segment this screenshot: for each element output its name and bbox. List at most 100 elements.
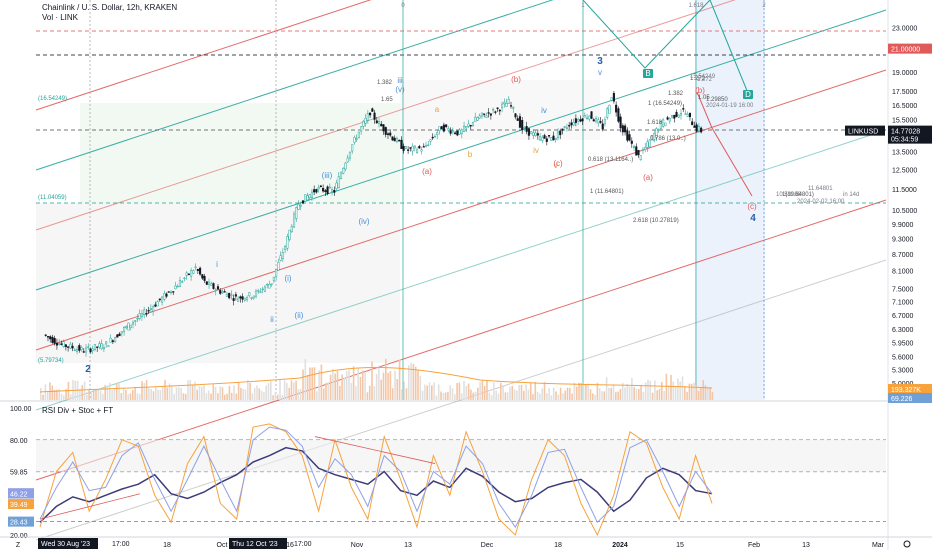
volume-bar [95, 389, 97, 400]
wave-label-23: B [645, 69, 650, 78]
candle-body [324, 190, 327, 192]
volume-bar [493, 382, 495, 400]
volume-bar [207, 390, 210, 400]
candle-body [697, 126, 700, 132]
channel-line [35, 0, 554, 171]
volume-bar [477, 387, 479, 400]
top-marker-2: 1.618 [688, 3, 704, 9]
volume-bar [136, 393, 139, 400]
candle-body [386, 133, 390, 135]
candle-body [447, 128, 450, 131]
volume-bar [92, 391, 95, 400]
volume-bar [345, 371, 348, 400]
volume-bar [587, 383, 589, 400]
candle-body [480, 112, 483, 117]
volume-bar [104, 385, 106, 400]
candle-body [84, 347, 88, 353]
settings-icon-ring [903, 540, 911, 548]
candle-body [78, 345, 81, 351]
bg-zone-blue [695, 0, 765, 400]
volume-bar [99, 390, 102, 400]
candle-body [277, 261, 280, 271]
candle-body [295, 207, 298, 219]
time-tick-3: Oct [217, 542, 228, 549]
volume-bar [88, 389, 90, 400]
volume-bar [424, 384, 426, 400]
volume-bar [224, 394, 226, 400]
candle-body [178, 280, 182, 288]
candle-body [297, 203, 300, 210]
candle-body [331, 189, 334, 192]
volume-bar [253, 387, 256, 400]
volume-bar [516, 390, 518, 400]
volume-bar [125, 389, 127, 400]
countdown: 05:34:59 [891, 137, 918, 144]
candle-body [606, 108, 609, 118]
price-tick-16: 7.1000 [892, 299, 914, 306]
candle-body [440, 126, 443, 130]
candle-body [100, 343, 103, 350]
volume-bar [539, 393, 541, 400]
volume-bar [559, 387, 562, 400]
crosshair-date-1-bg [38, 538, 98, 549]
candle-body [541, 137, 544, 141]
channel-line [35, 69, 887, 351]
volume-bar [362, 370, 364, 400]
time-tick-8: 18 [554, 542, 562, 549]
settings-icon[interactable] [903, 540, 911, 548]
volume-bar [171, 386, 173, 400]
fib-label-0: (5.79734) [38, 358, 64, 364]
crosshair-time-2: 17:00 [294, 541, 312, 548]
volume-bar [679, 381, 681, 400]
candle-body [91, 348, 94, 351]
candle-body [550, 137, 553, 141]
volume-bar [412, 363, 415, 400]
candle-body [662, 119, 665, 127]
fib-label-13: 1.05 [698, 95, 710, 101]
price-tick-5: 15.5000 [892, 117, 917, 124]
candle-body [304, 194, 307, 202]
candle-body [270, 283, 273, 285]
bg-zone-gray [36, 203, 400, 363]
volume-bar [529, 382, 532, 400]
candle-body [257, 290, 260, 292]
volume-bar [440, 391, 442, 400]
osc-tag-3-bg [8, 499, 34, 510]
volume-bar [656, 390, 658, 400]
candle-body [58, 343, 61, 345]
candle-body [393, 137, 396, 142]
volume-bar [651, 392, 654, 400]
candle-body [315, 189, 318, 193]
volume-bar [624, 387, 626, 400]
candle-body [545, 138, 548, 142]
candle-body [666, 117, 669, 120]
volume-bar [352, 366, 355, 400]
candle-body [590, 111, 593, 119]
volume-bar [608, 387, 610, 400]
candle-body [328, 186, 331, 189]
volume-bar [159, 390, 162, 400]
candle-body [248, 292, 251, 297]
candle-body [223, 291, 226, 293]
candle-body [158, 298, 161, 301]
volume-bar [658, 388, 661, 400]
candle-body [120, 331, 123, 334]
crosshair-date-2: Thu 12 Oct '23 [232, 541, 278, 548]
crosshair-time-1: 17:00 [112, 541, 130, 548]
candle-body [313, 189, 316, 193]
candle-body [351, 144, 354, 152]
candle-body [116, 334, 119, 338]
candle-body [650, 135, 653, 141]
volume-bar [306, 374, 309, 400]
volume-bar [398, 359, 401, 400]
time-tick-11: Feb [748, 542, 760, 549]
candle-body [460, 129, 463, 134]
volume-bar [619, 389, 622, 400]
candle-body [176, 285, 179, 288]
volume-bar [237, 382, 240, 400]
volume-bar [148, 388, 150, 400]
volume-bar [536, 391, 539, 400]
volume-bar [575, 386, 578, 400]
